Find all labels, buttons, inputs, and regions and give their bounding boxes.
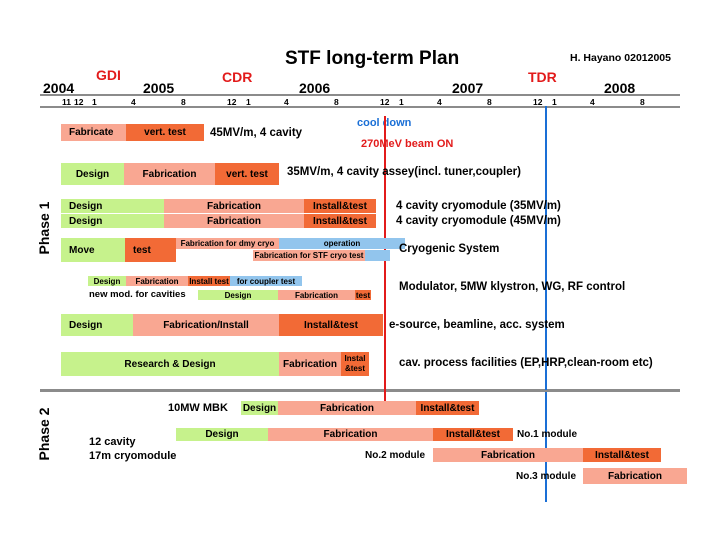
row-6-desc: Modulator, 5MW klystron, WG, RF control: [399, 281, 626, 293]
bar-fabrication: Fabrication: [278, 401, 416, 415]
new-mod-label: new mod. for cavities: [89, 289, 186, 300]
row-3-desc: 4 cavity cryomodule (35MV/m): [396, 200, 561, 212]
milestone-gdi: GDI: [96, 67, 121, 83]
bar-fabrication: Fabrication: [124, 163, 215, 185]
bar-fabrication: Fabrication: [279, 352, 341, 376]
phase-2-label: Phase 2: [36, 407, 52, 461]
month-tick: 1: [246, 97, 251, 107]
bar-test-2: test: [355, 290, 371, 300]
phase-1-label: Phase 1: [36, 201, 52, 255]
row-7-desc: e-source, beamline, acc. system: [389, 319, 565, 331]
month-tick: 12: [380, 97, 390, 107]
beam-on-label: 270MeV beam ON: [361, 138, 454, 150]
year-2004: 2004: [43, 80, 75, 96]
bar-fab-stf-cryo: Fabrication for STF cryo test: [253, 250, 365, 261]
bar-install-test: Install test: [188, 276, 230, 286]
bar-install-test: Instal &test: [341, 352, 369, 376]
bar-fabricate: Fabricate: [61, 124, 126, 141]
phase-divider: [40, 389, 680, 392]
bar-install-test: Install&test: [583, 448, 661, 462]
bar-move: Move: [61, 238, 125, 262]
month-tick: 12: [227, 97, 237, 107]
bar-design: Design: [241, 401, 278, 415]
month-tick: 4: [131, 97, 136, 107]
milestone-cdr: CDR: [222, 69, 253, 85]
month-tick: 1: [92, 97, 97, 107]
bar-fabrication: Fabrication: [433, 448, 583, 462]
row-2-desc: 35MV/m, 4 cavity assey(incl. tuner,coupl…: [287, 166, 521, 178]
month-tick: 1: [399, 97, 404, 107]
month-tick: 1: [552, 97, 557, 107]
bar-install-test: Install&test: [304, 214, 376, 228]
bar-vert-test: vert. test: [126, 124, 204, 141]
month-tick: 4: [284, 97, 289, 107]
bar-research-design: Research & Design: [61, 352, 279, 376]
month-tick: 4: [590, 97, 595, 107]
no1-module-label: No.1 module: [517, 429, 578, 440]
bar-coupler-test: for coupler test: [230, 276, 302, 286]
bar-fabrication: Fabrication: [164, 214, 304, 228]
month-tick: 4: [437, 97, 442, 107]
bar-install-test: Install&test: [304, 199, 376, 213]
bar-test: test: [125, 238, 176, 262]
bar-operation-2: [365, 250, 390, 261]
header-rule: [40, 94, 680, 96]
bar-design: Design: [61, 214, 164, 228]
milestone-tdr: TDR: [528, 69, 557, 85]
year-2008: 2008: [604, 80, 636, 96]
twelve-cavity-label: 12 cavity: [89, 436, 136, 448]
bar-design: Design: [61, 199, 164, 213]
bar-install-test: Install&test: [279, 314, 383, 336]
bar-fabrication: Fabrication: [164, 199, 304, 213]
bar-design: Design: [61, 314, 133, 336]
bar-design: Design: [176, 428, 268, 441]
tdr-line: [545, 106, 547, 390]
row-4-desc: 4 cavity cryomodule (45MV/m): [396, 215, 561, 227]
year-2005: 2005: [143, 80, 175, 96]
bar-fabrication-install: Fabrication/Install: [133, 314, 279, 336]
year-2006: 2006: [299, 80, 331, 96]
no3-module-label: No.3 module: [516, 471, 577, 482]
cryomodule-label: 17m cryomodule: [89, 450, 177, 462]
year-2007: 2007: [452, 80, 484, 96]
bar-fabrication-2: Fabrication: [278, 290, 355, 300]
author-label: H. Hayano 02012005: [570, 52, 671, 64]
month-tick: 11: [62, 97, 71, 107]
bar-design-2: Design: [198, 290, 278, 300]
month-tick: 8: [334, 97, 339, 107]
test-text: &test: [344, 364, 365, 373]
bar-fabrication: Fabrication: [268, 428, 433, 441]
bar-install-test: Install&test: [433, 428, 513, 441]
row-5-desc: Cryogenic System: [399, 243, 500, 255]
bar-design: Design: [61, 163, 124, 185]
bar-fabrication: Fabrication: [126, 276, 188, 286]
bar-vert-test: vert. test: [215, 163, 279, 185]
month-tick: 8: [181, 97, 186, 107]
month-tick: 8: [487, 97, 492, 107]
month-tick: 12: [74, 97, 84, 107]
month-tick: 12: [533, 97, 543, 107]
bar-fabrication: Fabrication: [583, 468, 687, 484]
bar-install-test: Install&test: [416, 401, 479, 415]
row-1-desc: 45MV/m, 4 cavity: [210, 127, 303, 139]
axis-rule: [40, 106, 680, 108]
beam-on-line: [384, 116, 386, 414]
bar-fab-dmy-cryo: Fabrication for dmy cryo: [176, 238, 279, 249]
no2-module-label: No.2 module: [365, 450, 426, 461]
bar-operation: operation: [279, 238, 405, 249]
bar-design: Design: [88, 276, 126, 286]
row-8-desc: cav. process facilities (EP,HRP,clean-ro…: [399, 357, 653, 369]
install-text: Instal: [344, 354, 366, 363]
month-tick: 8: [640, 97, 645, 107]
mbk-label: 10MW MBK: [168, 402, 228, 414]
page-title: STF long-term Plan: [285, 48, 460, 69]
tdr-line-phase2: [545, 392, 547, 502]
